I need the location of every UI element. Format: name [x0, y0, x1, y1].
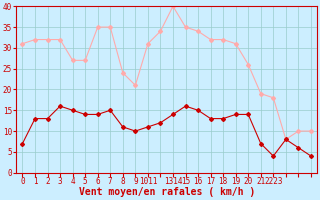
X-axis label: Vent moyen/en rafales ( km/h ): Vent moyen/en rafales ( km/h ): [79, 187, 255, 197]
